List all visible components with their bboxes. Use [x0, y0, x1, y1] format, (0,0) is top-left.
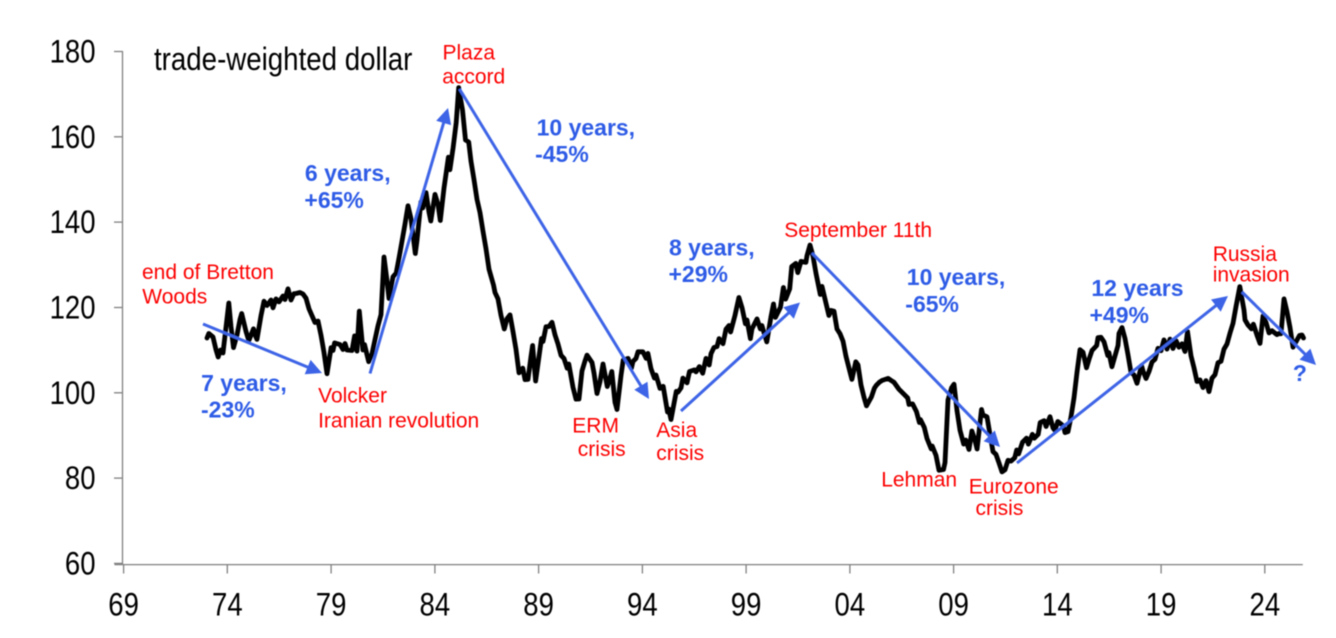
svg-text:14: 14 — [1042, 587, 1073, 622]
svg-text:94: 94 — [627, 587, 658, 622]
svg-text:09: 09 — [938, 587, 969, 622]
svg-text:-45%: -45% — [535, 141, 589, 167]
svg-text:79: 79 — [316, 587, 347, 622]
svg-text:6 years,: 6 years, — [305, 160, 391, 186]
svg-text:+65%: +65% — [304, 187, 363, 213]
svg-text:ERM: ERM — [572, 415, 619, 438]
svg-text:+29%: +29% — [669, 261, 728, 287]
svg-text:+49%: +49% — [1090, 302, 1149, 328]
svg-text:120: 120 — [50, 291, 96, 326]
svg-text:89: 89 — [523, 587, 554, 622]
svg-text:100: 100 — [50, 376, 96, 411]
svg-text:Iranian revolution: Iranian revolution — [318, 409, 479, 432]
svg-text:10 years,: 10 years, — [907, 264, 1005, 290]
svg-text:Lehman: Lehman — [881, 469, 957, 492]
svg-text:?: ? — [1293, 360, 1307, 386]
svg-text:crisis: crisis — [656, 442, 704, 465]
svg-text:84: 84 — [420, 587, 451, 622]
svg-text:Eurozone: Eurozone — [969, 476, 1059, 499]
svg-text:-23%: -23% — [201, 396, 255, 422]
svg-text:crisis: crisis — [976, 497, 1024, 520]
svg-text:69: 69 — [108, 587, 139, 622]
svg-text:60: 60 — [65, 547, 96, 582]
svg-text:Woods: Woods — [142, 286, 207, 309]
svg-text:8 years,: 8 years, — [669, 234, 755, 260]
svg-text:24: 24 — [1250, 587, 1281, 622]
svg-text:crisis: crisis — [578, 438, 626, 461]
svg-text:trade-weighted dollar: trade-weighted dollar — [154, 42, 412, 77]
svg-text:12 years: 12 years — [1091, 275, 1183, 301]
svg-text:10 years,: 10 years, — [537, 114, 635, 140]
svg-text:80: 80 — [65, 461, 96, 496]
svg-text:Volcker: Volcker — [318, 384, 387, 407]
svg-text:19: 19 — [1146, 587, 1177, 622]
svg-text:-65%: -65% — [905, 291, 959, 317]
svg-text:7 years,: 7 years, — [201, 370, 287, 396]
svg-text:140: 140 — [50, 205, 96, 240]
svg-text:160: 160 — [50, 120, 96, 155]
svg-text:accord: accord — [442, 66, 505, 89]
svg-text:Plaza: Plaza — [443, 41, 496, 64]
svg-text:Asia: Asia — [656, 419, 697, 442]
svg-text:end of Bretton: end of Bretton — [142, 261, 274, 284]
svg-text:September 11th: September 11th — [784, 219, 932, 242]
svg-text:74: 74 — [212, 587, 243, 622]
svg-text:04: 04 — [835, 587, 866, 622]
svg-text:invasion: invasion — [1213, 263, 1290, 286]
svg-text:99: 99 — [731, 587, 762, 622]
svg-text:180: 180 — [50, 35, 96, 70]
svg-text:Russia: Russia — [1213, 243, 1278, 266]
